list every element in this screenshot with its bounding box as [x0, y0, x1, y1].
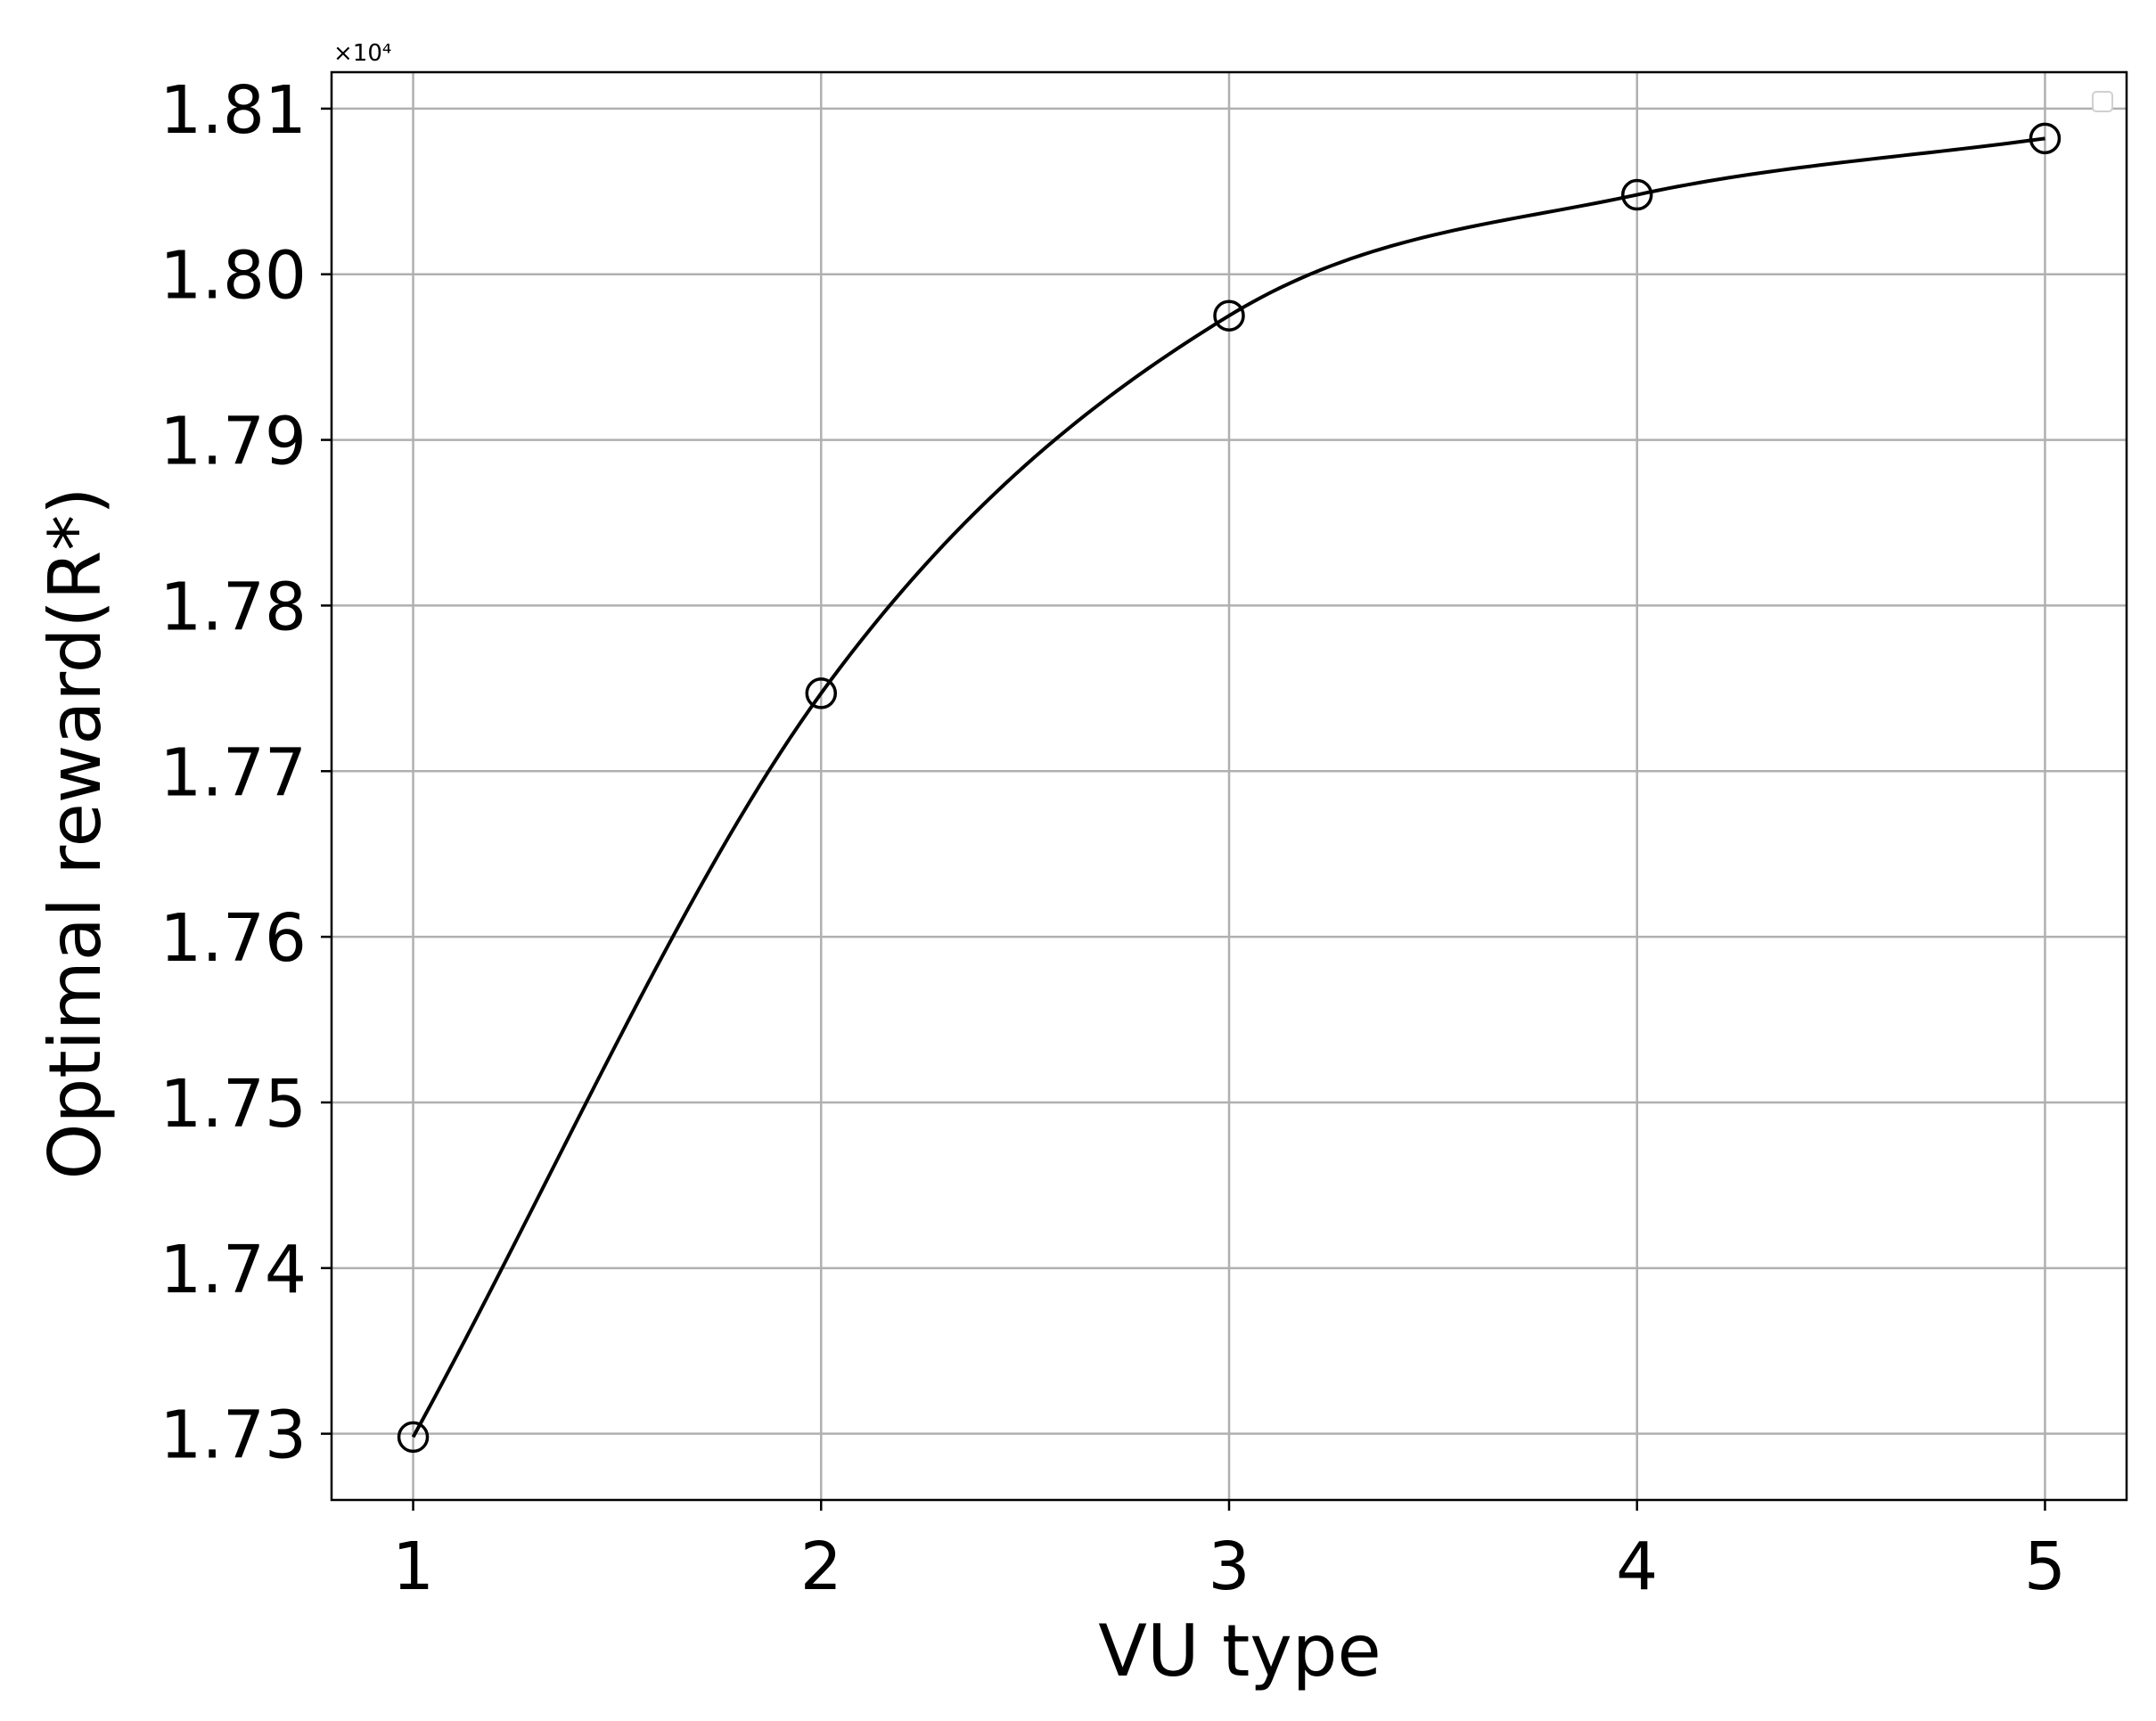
x-axis-title: VU type [1098, 1610, 1381, 1692]
y-tick-label: 1.77 [160, 734, 307, 811]
y-tick-label: 1.74 [160, 1232, 307, 1308]
y-tick-label: 1.79 [160, 404, 307, 480]
x-tick-label: 2 [800, 1528, 842, 1605]
y-tick-label: 1.78 [160, 569, 307, 645]
tick-labels: 1 2 3 4 5 1.73 1.74 1.75 1.76 1.77 1.78 1.79 1.80 1.8… [160, 72, 2066, 1605]
data-point [1620, 178, 1653, 211]
series-curve [411, 136, 2045, 1438]
legend [2092, 91, 2113, 112]
axes-frame [321, 70, 2128, 1511]
data-point [1213, 299, 1245, 332]
y-offset-label: ×10⁴ [333, 40, 391, 67]
plot-frame [330, 70, 2128, 1502]
data-point [805, 677, 838, 709]
y-tick-label: 1.73 [160, 1397, 307, 1474]
data-point [2029, 122, 2062, 155]
legend-box [2092, 91, 2113, 112]
y-axis-title: Optimal reward(R*) [34, 487, 117, 1179]
y-tick-label: 1.80 [160, 238, 307, 315]
y-tick-label: 1.75 [160, 1066, 307, 1143]
grid [332, 72, 2127, 1500]
y-tick-label: 1.81 [160, 72, 307, 149]
series-line [411, 136, 2045, 1438]
x-tick-label: 5 [2024, 1528, 2066, 1605]
x-tick-label: 3 [1208, 1528, 1250, 1605]
x-tick-label: 1 [392, 1528, 434, 1605]
y-tick-label: 1.76 [160, 900, 307, 977]
series-markers [397, 122, 2062, 1454]
x-tick-label: 4 [1616, 1528, 1658, 1605]
data-point [397, 1421, 430, 1454]
